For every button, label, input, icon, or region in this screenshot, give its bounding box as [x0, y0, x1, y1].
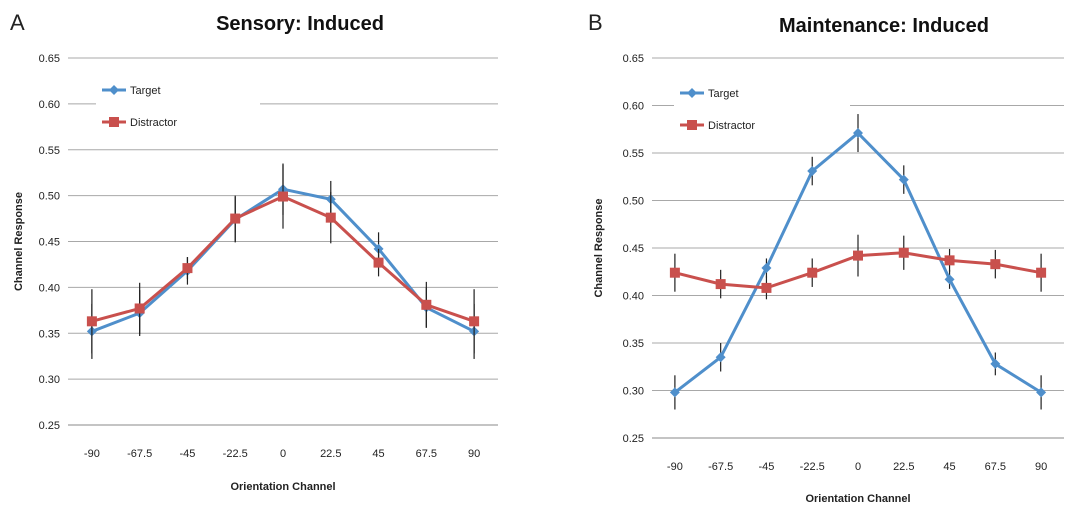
y-tick-label: 0.45 [39, 237, 60, 249]
data-point-square [761, 282, 772, 293]
data-point-square [325, 212, 336, 223]
y-tick-label: 0.65 [623, 53, 644, 65]
data-point-diamond [669, 387, 680, 398]
data-point-square [669, 267, 680, 278]
y-tick-label: 0.60 [623, 101, 644, 113]
data-point-diamond [807, 166, 818, 177]
chart-panel-b: B Maintenance: Induced 0.25 0.30 0.35 0.40 0.4… [588, 10, 1064, 505]
legend-label: Target [130, 85, 161, 97]
data-point-diamond [715, 352, 726, 363]
data-point-square [715, 279, 726, 290]
legend-item-distractor: Distractor [680, 120, 755, 132]
legend-swatch-marker [109, 85, 119, 95]
legend-label: Distractor [130, 117, 177, 129]
y-tick-label: 0.40 [39, 282, 60, 294]
data-point-square [373, 257, 384, 268]
y-tick-label: 0.40 [623, 291, 644, 303]
x-tick-label: 67.5 [985, 461, 1006, 473]
data-point-diamond [761, 262, 772, 273]
data-point-square [182, 263, 193, 274]
legend-swatch-marker [687, 88, 697, 98]
legend-background [96, 76, 260, 134]
y-tick-label: 0.55 [623, 148, 644, 160]
y-tick-label: 0.35 [623, 338, 644, 350]
legend-label: Target [708, 88, 739, 100]
data-point-square [1036, 267, 1047, 278]
data-point-diamond [898, 174, 909, 185]
legend-item-distractor: Distractor [102, 117, 177, 129]
y-axis-label: Channel Response [593, 198, 605, 297]
data-point-square [807, 267, 818, 278]
x-tick-label: -22.5 [800, 461, 825, 473]
data-point-diamond [853, 128, 863, 139]
x-tick-label: -90 [667, 461, 683, 473]
panel-letter: B [588, 10, 603, 35]
x-tick-label: 0 [855, 461, 861, 473]
y-tick-label: 0.35 [39, 328, 60, 340]
data-point-diamond [990, 358, 1001, 369]
y-tick-label: 0.50 [39, 191, 60, 203]
data-point-square [421, 299, 432, 310]
x-tick-label: -67.5 [127, 448, 152, 460]
x-tick-label: 67.5 [416, 448, 437, 460]
data-point-square [134, 303, 145, 314]
y-tick-label: 0.25 [39, 420, 60, 432]
data-point-square [853, 250, 863, 261]
x-tick-label: 22.5 [320, 448, 341, 460]
y-tick-label: 0.30 [39, 374, 60, 386]
y-tick-label: 0.30 [623, 386, 644, 398]
data-point-square [278, 191, 288, 202]
y-tick-label: 0.25 [623, 433, 644, 445]
legend-swatch-marker [109, 117, 119, 127]
data-point-square [990, 259, 1001, 270]
x-tick-label: 45 [943, 461, 955, 473]
data-point-diamond [1036, 387, 1047, 398]
data-point-square [230, 213, 241, 224]
panel-letter: A [10, 10, 25, 35]
chart-title: Sensory: Induced [216, 13, 384, 35]
legend-background [674, 79, 850, 137]
x-tick-label: -90 [84, 448, 100, 460]
y-axis-label: Channel Response [13, 192, 25, 291]
y-tick-label: 0.50 [623, 196, 644, 208]
legend-item-target: Target [102, 85, 161, 97]
x-tick-label: 90 [1035, 461, 1047, 473]
y-tick-label: 0.60 [39, 99, 60, 111]
legend-item-target: Target [680, 88, 739, 100]
data-point-diamond [944, 274, 955, 285]
y-tick-label: 0.45 [623, 243, 644, 255]
x-tick-label: 90 [468, 448, 480, 460]
chart-panel-a: A Sensory: Induced 0.25 0.30 0.35 0.40 0.45 0.5… [10, 10, 498, 493]
series-distractor [86, 164, 480, 354]
series-target [669, 114, 1047, 410]
legend-swatch-marker [687, 120, 697, 130]
series-distractor [669, 234, 1047, 300]
x-axis-label: Orientation Channel [805, 493, 910, 505]
data-point-square [944, 255, 955, 266]
x-tick-label: -67.5 [708, 461, 733, 473]
data-point-square [469, 316, 480, 327]
x-tick-label: 45 [372, 448, 384, 460]
data-point-square [898, 247, 909, 258]
legend-label: Distractor [708, 120, 755, 132]
x-tick-label: 22.5 [893, 461, 914, 473]
chart-title: Maintenance: Induced [779, 15, 989, 37]
data-point-square [86, 316, 97, 327]
x-tick-label: -45 [179, 448, 195, 460]
y-tick-label: 0.55 [39, 145, 60, 157]
x-tick-label: -22.5 [223, 448, 248, 460]
y-tick-label: 0.65 [39, 53, 60, 65]
x-tick-label: 0 [280, 448, 286, 460]
x-axis-label: Orientation Channel [230, 481, 335, 493]
x-tick-label: -45 [758, 461, 774, 473]
